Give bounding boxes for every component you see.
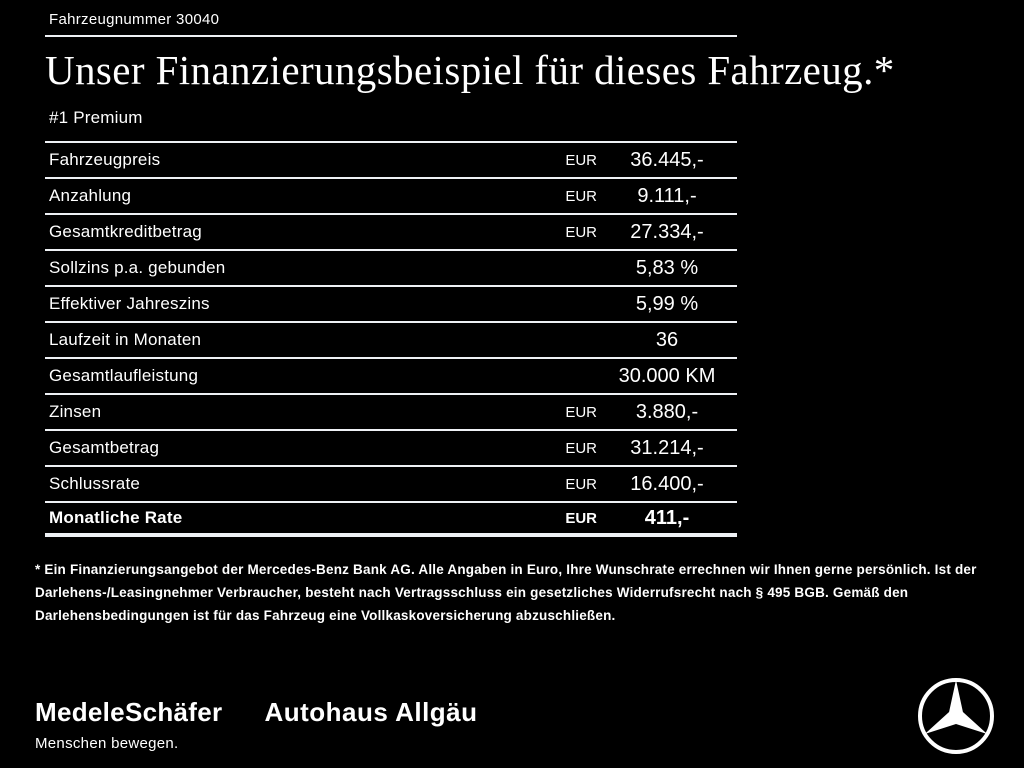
row-value: 36.445,- [630, 148, 704, 171]
row-label: Anzahlung [49, 186, 132, 205]
row-value: 9.111,- [637, 184, 697, 207]
table-row: Gesamtkreditbetrag EUR 27.334,- [45, 213, 737, 249]
table-row: Sollzins p.a. gebunden 5,83 % [45, 249, 737, 285]
row-label: Gesamtkreditbetrag [49, 222, 202, 241]
table-row: Monatliche Rate EUR 411,- [45, 501, 737, 537]
row-value: 411,- [644, 506, 690, 529]
row-label: Gesamtbetrag [49, 438, 160, 457]
dealer-logo-autohaus-allgaeu: Autohaus Allgäu [264, 697, 478, 727]
row-label: Laufzeit in Monaten [49, 330, 202, 349]
row-currency: EUR [565, 151, 597, 169]
dealer-logo-medele-schaefer: MedeleSchäfer [35, 697, 223, 727]
finance-table: Fahrzeugpreis EUR 36.445,- Anzahlung EUR… [45, 141, 737, 537]
row-value: 27.334,- [630, 220, 704, 243]
row-value: 30.000 KM [618, 364, 716, 387]
row-label: Sollzins p.a. gebunden [49, 258, 226, 277]
row-label: Effektiver Jahreszins [49, 294, 210, 313]
row-label: Zinsen [49, 402, 102, 421]
header-divider [45, 35, 737, 37]
row-currency: EUR [565, 509, 597, 527]
legal-footnote: * Ein Finanzierungsangebot der Mercedes-… [35, 562, 977, 624]
row-label: Fahrzeugpreis [49, 150, 161, 169]
table-row: Gesamtbetrag EUR 31.214,- [45, 429, 737, 465]
table-row: Anzahlung EUR 9.111,- [45, 177, 737, 213]
row-value: 5,83 % [635, 256, 699, 279]
table-row: Gesamtlaufleistung 30.000 KM [45, 357, 737, 393]
mercedes-star-icon [916, 676, 996, 756]
dealer-tagline: Menschen bewegen. [35, 735, 179, 752]
table-row: Zinsen EUR 3.880,- [45, 393, 737, 429]
vehicle-number: Fahrzeugnummer 30040 [49, 11, 220, 28]
row-currency: EUR [565, 223, 597, 241]
trim-label: #1 Premium [49, 108, 143, 127]
table-row: Laufzeit in Monaten 36 [45, 321, 737, 357]
row-currency: EUR [565, 403, 597, 421]
table-row: Effektiver Jahreszins 5,99 % [45, 285, 737, 321]
row-value: 5,99 % [635, 292, 699, 315]
row-currency: EUR [565, 187, 597, 205]
row-label: Schlussrate [49, 474, 141, 493]
row-value: 16.400,- [630, 472, 704, 495]
row-label: Gesamtlaufleistung [49, 366, 199, 385]
page-title: Unser Finanzierungsbeispiel für dieses F… [45, 47, 895, 93]
row-currency: EUR [565, 439, 597, 457]
row-label: Monatliche Rate [49, 508, 183, 527]
table-row: Schlussrate EUR 16.400,- [45, 465, 737, 501]
row-value: 3.880,- [635, 400, 699, 423]
row-value: 36 [655, 328, 679, 351]
main-content: Fahrzeugnummer 30040 Unser Finanzierungs… [35, 11, 977, 624]
row-currency: EUR [565, 475, 597, 493]
dealer-footer: MedeleSchäfer Autohaus Allgäu Menschen b… [35, 697, 478, 752]
dealer-logos: MedeleSchäfer Autohaus Allgäu [35, 697, 478, 728]
table-row: Fahrzeugpreis EUR 36.445,- [45, 141, 737, 177]
row-value: 31.214,- [630, 436, 704, 459]
